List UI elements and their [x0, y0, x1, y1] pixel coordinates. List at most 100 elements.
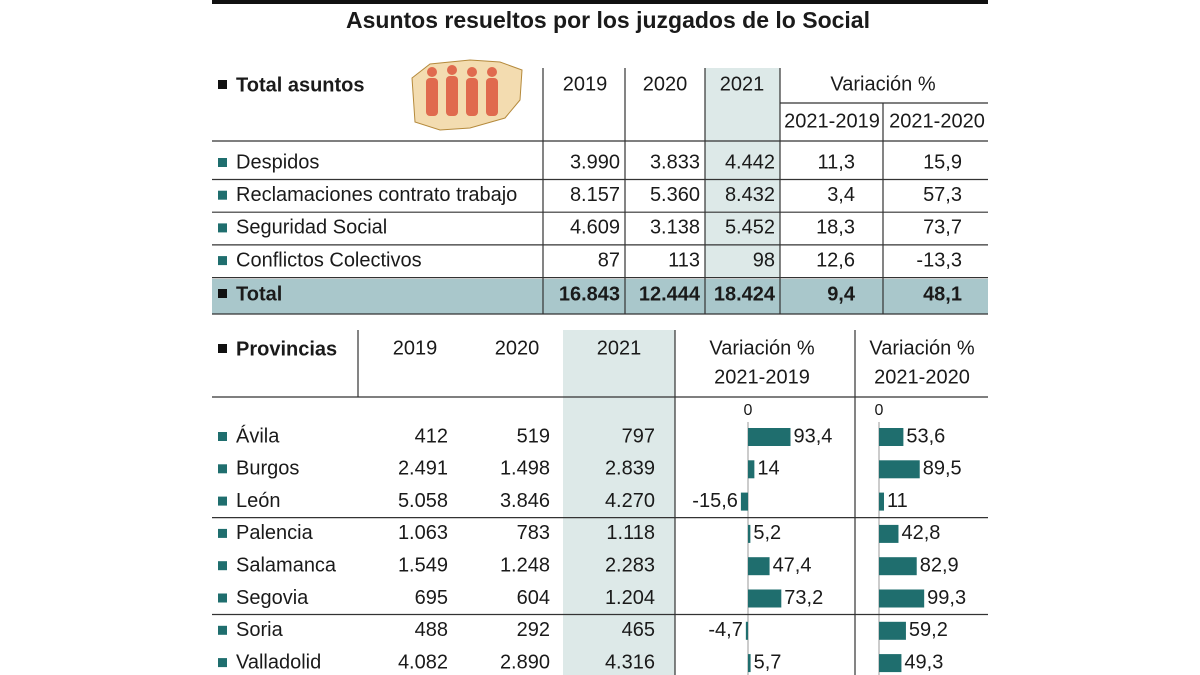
row-label: Palencia	[236, 522, 314, 544]
cell: 57,3	[923, 184, 962, 206]
cell: 783	[517, 522, 550, 544]
cell: 16.843	[559, 283, 620, 305]
cell: 1.204	[605, 587, 655, 609]
cell: 695	[415, 587, 448, 609]
col-header: 2021	[720, 73, 765, 95]
value-label: -15,6	[692, 490, 738, 512]
value-label: 82,9	[920, 554, 959, 576]
cell: 8.157	[570, 184, 620, 206]
col-header: Variación %	[709, 337, 814, 359]
cell: 1.118	[606, 522, 655, 544]
bullet	[218, 496, 227, 506]
cell: 5.452	[725, 217, 775, 239]
tick-label: 0	[875, 402, 884, 419]
bullet	[218, 528, 227, 538]
row-label: Valladolid	[236, 651, 321, 673]
cell: 3.833	[650, 151, 700, 173]
cell: 18,3	[816, 217, 855, 239]
bar	[748, 557, 770, 576]
cell: 797	[622, 425, 655, 447]
bullet	[218, 593, 227, 603]
cell: 2.890	[500, 651, 550, 673]
cell: 4.609	[570, 217, 620, 239]
bullet	[218, 289, 227, 298]
bullet	[218, 464, 227, 474]
col-header: 2021-2020	[874, 366, 970, 388]
bar	[740, 492, 748, 511]
cell: 73,7	[923, 217, 962, 239]
bullet	[218, 80, 227, 89]
bullet	[218, 432, 227, 441]
bullet	[218, 256, 227, 266]
cell: 604	[517, 587, 550, 609]
col-header: 2021-2020	[889, 110, 985, 132]
bar	[879, 557, 917, 576]
cell: 4.082	[398, 651, 448, 673]
cell: 9,4	[827, 283, 856, 305]
cell: 113	[668, 249, 700, 271]
col-header: Variación %	[869, 337, 974, 359]
bar	[879, 524, 899, 543]
row-label: Burgos	[236, 458, 299, 480]
bullet	[218, 561, 227, 571]
bar	[879, 589, 925, 608]
cell: 11,3	[818, 151, 855, 173]
row-label: Seguridad Social	[236, 217, 387, 239]
bar	[879, 492, 885, 511]
cell: 1.248	[500, 554, 550, 576]
cell: 292	[517, 619, 550, 641]
row-label: Segovia	[236, 587, 309, 609]
cell: 2.839	[605, 458, 655, 480]
row-label: Salamanca	[236, 554, 337, 576]
bullet	[218, 344, 227, 353]
bar	[745, 621, 748, 640]
title: Asuntos resueltos por los juzgados de lo…	[346, 7, 870, 33]
value-label: 53,6	[906, 425, 945, 447]
cell: 2.283	[605, 554, 655, 576]
cell: 412	[415, 425, 448, 447]
cell: 48,1	[923, 283, 962, 305]
col-header: Variación %	[830, 73, 935, 95]
bullet	[218, 625, 227, 635]
col-header: 2021-2019	[784, 110, 880, 132]
total-shade	[212, 279, 988, 314]
header: Total asuntos	[236, 74, 365, 96]
bar	[748, 524, 751, 543]
cell: 3,4	[827, 184, 855, 206]
value-label: 5,7	[754, 651, 782, 673]
value-label: 42,8	[901, 522, 940, 544]
value-label: 89,5	[923, 458, 962, 480]
value-label: 73,2	[784, 587, 823, 609]
cell: -13,3	[916, 249, 962, 271]
row-label: Soria	[236, 619, 284, 641]
col-header: 2021	[597, 337, 642, 359]
value-label: 47,4	[773, 554, 812, 576]
value-label: 59,2	[909, 619, 948, 641]
cell: 8.432	[725, 184, 775, 206]
map-icon	[411, 59, 523, 131]
cell: 519	[517, 425, 550, 447]
value-label: 14	[757, 458, 779, 480]
bar	[879, 654, 902, 673]
bullet	[218, 190, 227, 200]
bar	[879, 428, 904, 446]
col-header: 2020	[495, 337, 540, 359]
bar	[879, 460, 920, 479]
cell: 18.424	[714, 283, 776, 305]
col-shade	[705, 68, 780, 278]
col-header: 2020	[643, 73, 688, 95]
cell: 3.846	[500, 490, 550, 512]
bullet	[218, 158, 227, 167]
value-label: 93,4	[793, 425, 832, 447]
row-label: Total	[236, 283, 282, 305]
row-label: León	[236, 490, 281, 512]
col-shade	[563, 330, 675, 675]
cell: 5.058	[398, 490, 448, 512]
value-label: 5,2	[753, 522, 781, 544]
row-label: Despidos	[236, 151, 319, 173]
value-label: -4,7	[708, 619, 742, 641]
cell: 1.063	[398, 522, 448, 544]
bar	[748, 428, 791, 446]
row-label: Ávila	[236, 424, 280, 447]
